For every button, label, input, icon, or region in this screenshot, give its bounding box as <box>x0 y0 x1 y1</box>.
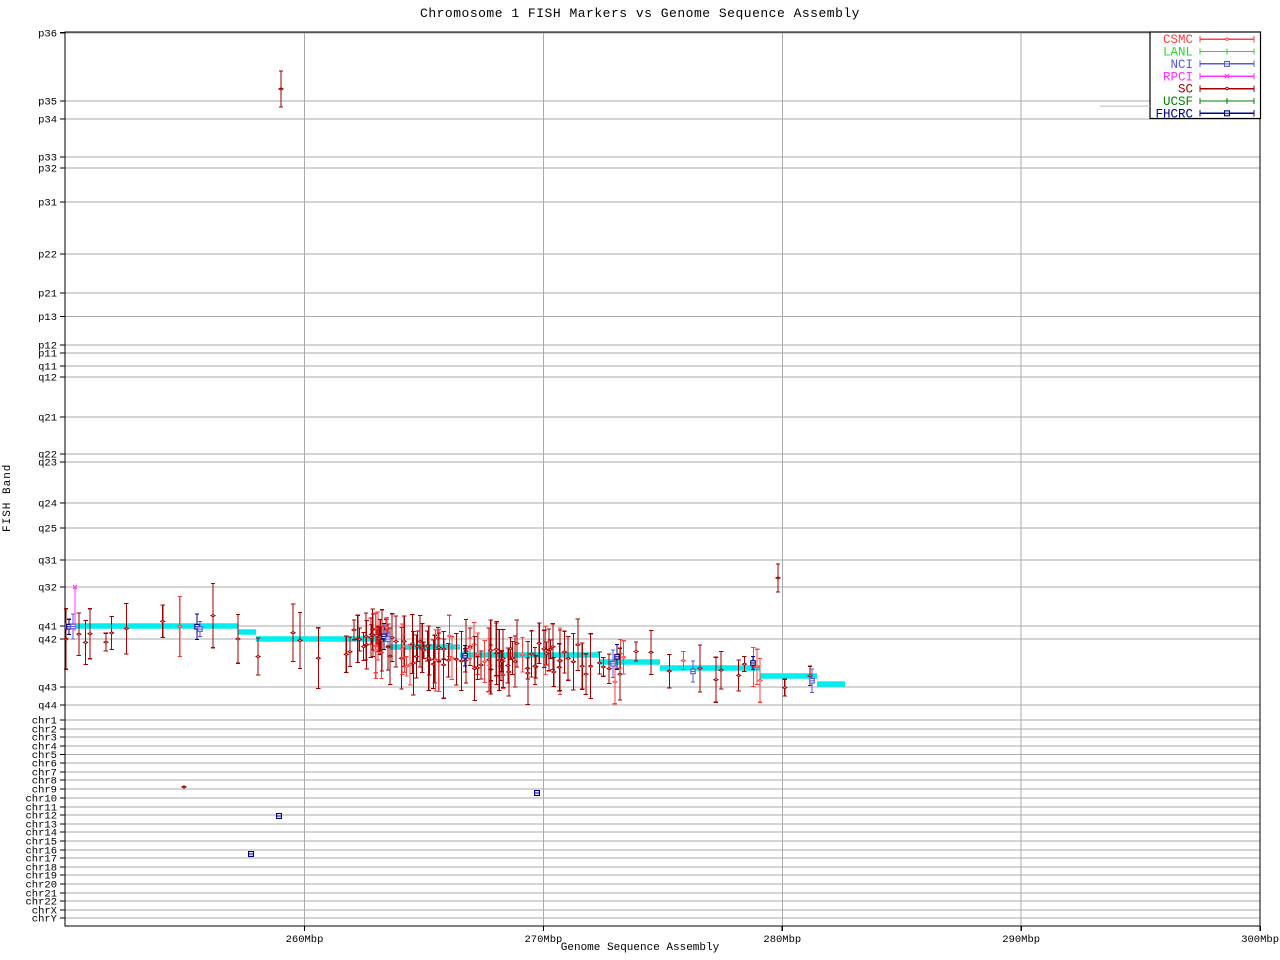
svg-text:260Mbp: 260Mbp <box>286 934 324 946</box>
svg-text:p32: p32 <box>38 164 57 176</box>
svg-text:q41: q41 <box>38 622 57 634</box>
svg-text:p21: p21 <box>38 289 57 301</box>
svg-text:q31: q31 <box>38 556 57 568</box>
svg-text:p11: p11 <box>38 349 57 361</box>
svg-text:290Mbp: 290Mbp <box>1002 934 1040 946</box>
svg-text:280Mbp: 280Mbp <box>763 934 801 946</box>
svg-text:270Mbp: 270Mbp <box>524 934 562 946</box>
svg-text:FHCRC: FHCRC <box>1155 107 1193 121</box>
svg-text:p22: p22 <box>38 250 57 262</box>
svg-text:p31: p31 <box>38 198 57 210</box>
svg-text:q21: q21 <box>38 413 57 425</box>
svg-text:p13: p13 <box>38 312 57 324</box>
svg-text:q43: q43 <box>38 683 57 695</box>
svg-text:p35: p35 <box>38 97 57 109</box>
svg-text:q44: q44 <box>38 701 57 713</box>
svg-text:q32: q32 <box>38 583 57 595</box>
svg-text:q24: q24 <box>38 499 57 511</box>
svg-text:q25: q25 <box>38 524 57 536</box>
svg-text:q42: q42 <box>38 635 57 647</box>
svg-text:300Mbp: 300Mbp <box>1241 934 1279 946</box>
svg-text:chrY: chrY <box>32 914 58 926</box>
svg-text:p34: p34 <box>38 115 57 127</box>
svg-text:q12: q12 <box>38 373 57 385</box>
svg-text:q23: q23 <box>38 458 57 470</box>
svg-text:p36: p36 <box>38 28 57 40</box>
